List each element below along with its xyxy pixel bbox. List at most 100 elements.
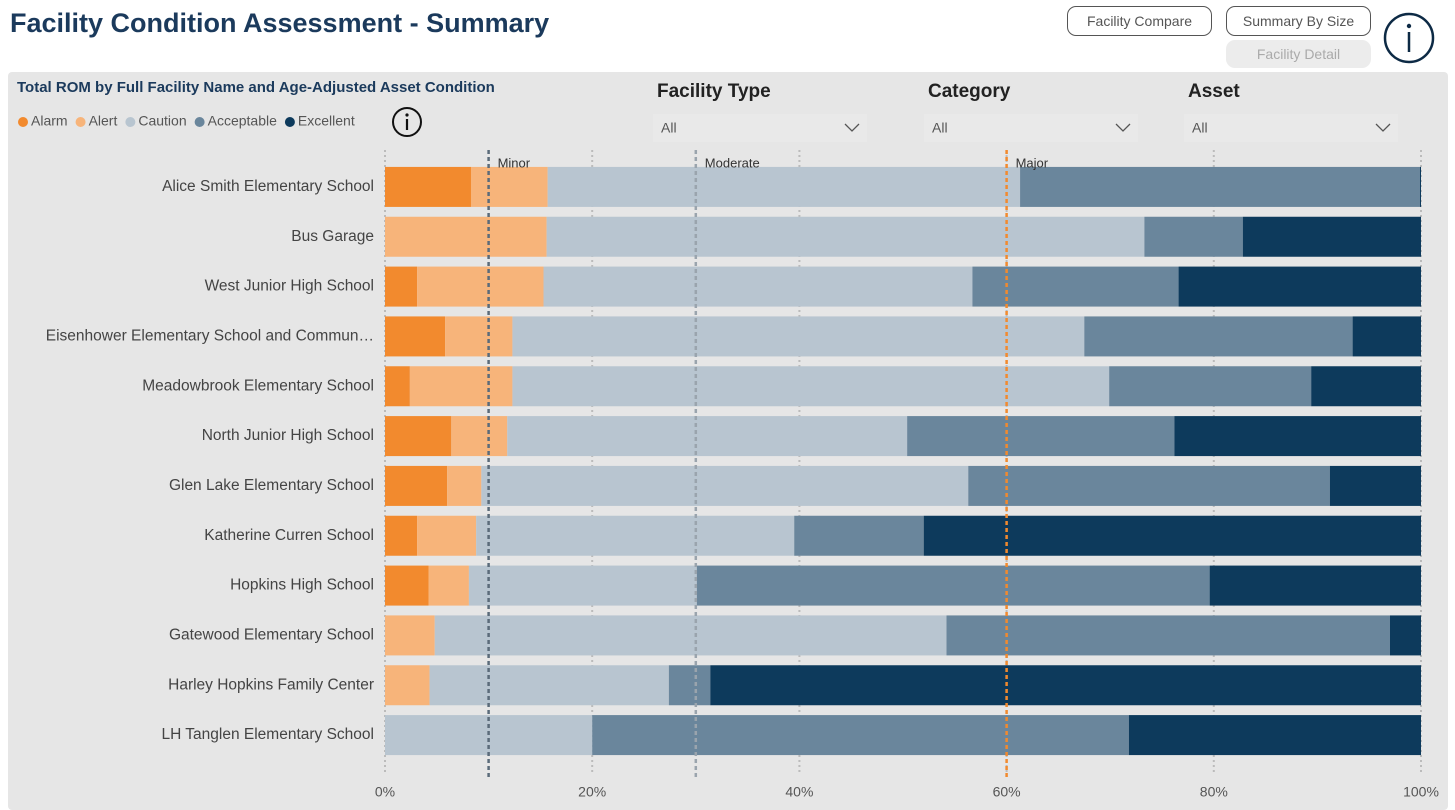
bar-segment	[592, 715, 1129, 756]
dropdown-chevron	[844, 123, 860, 132]
nav-button[interactable]: Facility Compare	[1067, 6, 1212, 36]
legend-label: Alarm	[31, 113, 68, 129]
nav-button[interactable]: Summary By Size	[1226, 6, 1371, 36]
bar-segment	[476, 515, 795, 556]
bar-segment	[468, 565, 697, 606]
legend-swatch	[75, 117, 86, 127]
filter-dropdown[interactable]: All	[1184, 114, 1398, 142]
legend-swatch	[284, 117, 295, 127]
bar-segment	[385, 366, 410, 407]
bar-segment	[907, 416, 1175, 457]
header-icons	[1383, 12, 1435, 64]
bar-segment	[546, 216, 1145, 257]
bar-segment	[1419, 166, 1421, 207]
bar-segment	[385, 166, 471, 207]
bar-segment	[1174, 416, 1421, 457]
chart-title: Total ROM by Full Facility Name and Age-…	[17, 79, 495, 96]
filter-label: Category	[928, 81, 1011, 102]
filter-dropdown[interactable]: All	[924, 114, 1138, 142]
bar-segment	[428, 565, 469, 606]
bar-segment	[968, 465, 1330, 506]
bar-segment	[946, 615, 1390, 656]
category-label: West Junior High School	[205, 278, 374, 295]
dropdown-chevron	[1375, 123, 1391, 132]
bar-segment	[1178, 266, 1421, 307]
bar-segment	[1352, 316, 1421, 357]
bar-segment	[417, 266, 544, 307]
bar-segment	[451, 416, 508, 457]
bar-segment	[470, 166, 548, 207]
bar-segment	[1389, 615, 1421, 656]
bar-segment	[923, 515, 1421, 556]
bar-segment	[1311, 366, 1421, 407]
dropdown-box	[653, 114, 867, 142]
bar-segment	[409, 366, 513, 407]
bar-segment	[507, 416, 908, 457]
dropdown-value: All	[661, 120, 677, 136]
category-label: Hopkins High School	[230, 577, 374, 594]
bar-segment	[972, 266, 1179, 307]
category-label: Eisenhower Elementary School and Commun…	[46, 328, 374, 345]
dropdown-value: All	[932, 120, 948, 136]
page-title: Facility Condition Assessment - Summary	[10, 8, 550, 38]
filter-label: Asset	[1188, 81, 1240, 102]
bar-segment	[543, 266, 973, 307]
filter-label: Facility Type	[657, 81, 771, 102]
bar-segment	[385, 266, 418, 307]
legend-label: Alert	[89, 113, 118, 129]
dropdown-box	[924, 114, 1138, 142]
info-button[interactable]	[1383, 12, 1435, 64]
legend-label: Caution	[138, 113, 186, 129]
category-label: Katherine Curren School	[204, 527, 374, 544]
category-label: LH Tanglen Elementary School	[161, 726, 374, 743]
legend-swatch	[125, 117, 136, 127]
reference-label: Moderate	[705, 155, 760, 170]
bar-segment	[385, 515, 418, 556]
bar-segment	[1020, 166, 1420, 207]
bar-segment	[1128, 715, 1421, 756]
bar-segment	[1242, 216, 1421, 257]
category-label: Bus Garage	[291, 228, 374, 245]
info-button[interactable]	[392, 107, 422, 137]
category-label: Alice Smith Elementary School	[162, 178, 374, 195]
bar-segment	[1209, 565, 1421, 606]
bar-segment	[481, 465, 969, 506]
bar-segment	[445, 316, 513, 357]
dropdown-chevron	[1115, 123, 1131, 132]
bar-segment	[512, 316, 1085, 357]
x-tick-label: 60%	[993, 784, 1021, 800]
category-label: North Junior High School	[202, 427, 374, 444]
bar-segment	[385, 316, 446, 357]
legend-label: Acceptable	[208, 113, 277, 129]
bar-segment	[794, 515, 924, 556]
bar-segment	[417, 515, 477, 556]
reference-label: Major	[1016, 155, 1049, 170]
bar-segment	[668, 665, 711, 706]
x-tick-label: 0%	[375, 784, 395, 800]
x-tick-label: 40%	[785, 784, 813, 800]
legend-swatch	[194, 117, 205, 127]
bar-segment	[1084, 316, 1353, 357]
category-label: Glen Lake Elementary School	[169, 477, 374, 494]
bar-segment	[710, 665, 1421, 706]
bar-segment	[434, 615, 947, 656]
filter-dropdown[interactable]: All	[653, 114, 867, 142]
bar-segment	[385, 565, 429, 606]
bar-segment	[447, 465, 482, 506]
bar-segment	[385, 216, 547, 257]
bar-segment	[512, 366, 1110, 407]
bar-segment	[429, 665, 669, 706]
dropdown-box	[1184, 114, 1398, 142]
x-tick-label: 100%	[1403, 784, 1439, 800]
bar-segment	[1109, 366, 1312, 407]
bar-segment	[696, 565, 1210, 606]
bar-segment	[385, 665, 430, 706]
category-label: Meadowbrook Elementary School	[142, 377, 374, 394]
nav-button[interactable]: Facility Detail	[1226, 40, 1371, 68]
legend-swatch	[18, 117, 28, 127]
bar-segment	[1144, 216, 1243, 257]
dropdown-value: All	[1192, 120, 1208, 136]
bar-segment	[385, 465, 448, 506]
